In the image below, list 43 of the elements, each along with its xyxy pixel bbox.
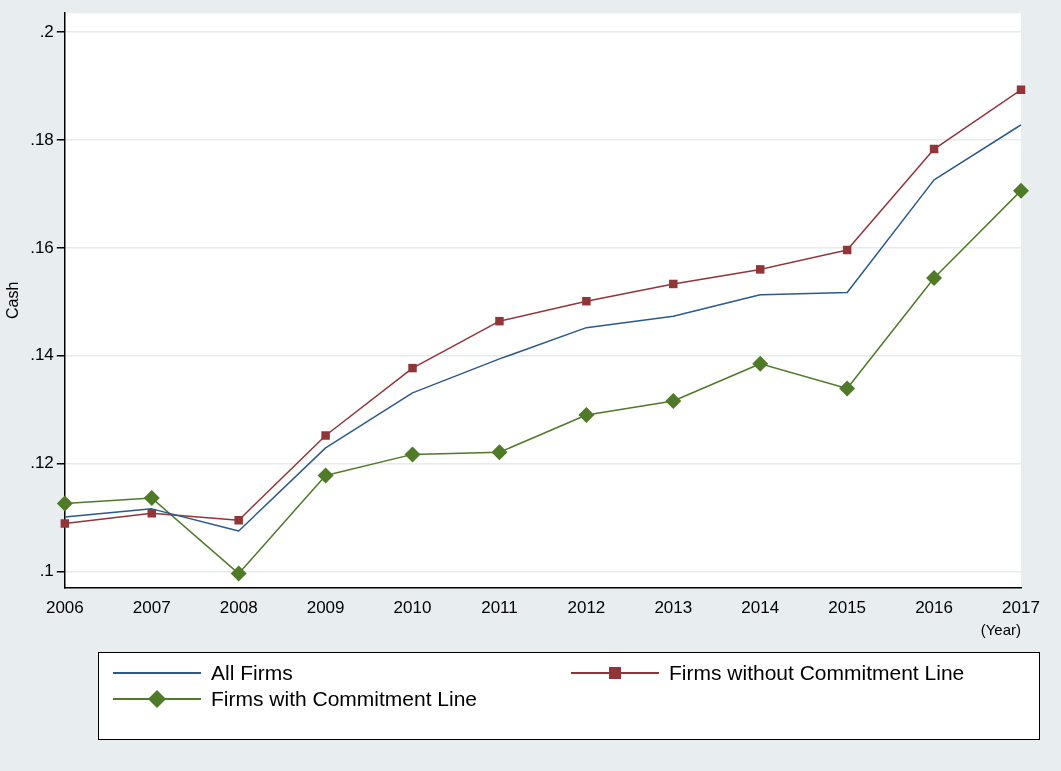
point [60,519,70,528]
y-axis-title: Cash [4,281,22,320]
legend-label: Firms without Commitment Line [669,661,965,685]
x-tick-label: 2014 [741,598,780,618]
point [230,565,247,582]
point [669,279,678,289]
y-tick-label: .12 [30,453,54,473]
x-tick-label: 2009 [306,598,345,618]
point [926,270,943,287]
point [317,467,334,484]
x-tick-label: 2011 [481,598,518,618]
point [1013,182,1029,199]
x-tick-label: 2016 [915,598,953,618]
x-tick-label: 2006 [45,598,84,618]
y-tick-label: .1 [39,561,54,581]
point [404,446,421,463]
point [56,495,73,512]
x-axis-title: (Year) [980,621,1021,639]
y-tick-label: .14 [30,345,54,365]
point [321,431,330,440]
x-tick-label: 2008 [219,598,258,618]
point [234,515,243,525]
x-tick-label: 2007 [132,598,171,618]
point [491,444,508,461]
point [665,392,682,409]
point [578,407,595,424]
point [582,296,591,306]
point [408,363,417,373]
y-tick-label: .16 [30,237,54,257]
point [143,490,160,507]
point [495,316,504,326]
x-tick-label: 2013 [654,598,693,618]
x-tick-label: 2012 [567,598,606,618]
point [839,380,856,397]
y-tick-label: .18 [30,129,54,149]
x-tick-label: 2015 [828,598,867,618]
point [755,265,765,274]
y-tick-label: .2 [39,21,54,41]
legend-label: Firms with Commitment Line [211,687,478,711]
legend-label: All Firms [211,661,293,685]
point [752,355,769,372]
x-tick-label: 2010 [393,598,432,618]
x-tick-label: 2017 [1002,598,1040,618]
